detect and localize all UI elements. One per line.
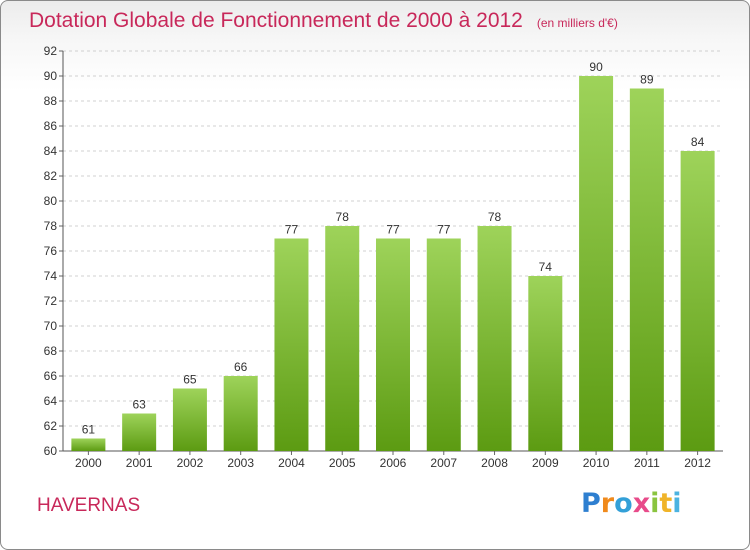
bar xyxy=(223,376,258,451)
y-tick-label: 92 xyxy=(44,44,58,58)
data-label: 89 xyxy=(640,73,654,87)
data-label: 63 xyxy=(132,398,146,412)
y-tick-label: 82 xyxy=(44,169,58,183)
data-label: 61 xyxy=(82,423,96,437)
y-tick-label: 64 xyxy=(44,394,58,408)
logo-letter: P xyxy=(581,488,601,519)
bar xyxy=(680,151,715,451)
y-tick-label: 72 xyxy=(44,294,58,308)
y-tick-label: 86 xyxy=(44,119,58,133)
logo-letter: i xyxy=(672,488,682,519)
bar xyxy=(579,76,614,451)
y-tick-label: 78 xyxy=(44,219,58,233)
x-tick-label: 2009 xyxy=(532,456,559,470)
x-tick-label: 2012 xyxy=(684,456,711,470)
bar xyxy=(426,238,461,451)
title-text: Dotation Globale de Fonctionnement de 20… xyxy=(29,9,523,32)
logo-letter: t xyxy=(659,488,673,519)
logo-letter: r xyxy=(600,488,615,519)
x-tick-label: 2004 xyxy=(278,456,305,470)
data-label: 84 xyxy=(691,135,705,149)
y-tick-label: 88 xyxy=(44,94,58,108)
y-tick-label: 76 xyxy=(44,244,58,258)
x-tick-label: 2001 xyxy=(126,456,153,470)
y-tick-label: 80 xyxy=(44,194,58,208)
x-tick-label: 2000 xyxy=(75,456,102,470)
x-tick-label: 2011 xyxy=(634,456,660,470)
data-label: 78 xyxy=(336,210,350,224)
x-tick-label: 2007 xyxy=(430,456,457,470)
data-label: 65 xyxy=(183,373,197,387)
logo-letter: i xyxy=(650,488,660,519)
chart-subtitle: (en milliers d'€) xyxy=(536,16,618,30)
data-label: 78 xyxy=(488,210,502,224)
data-label: 77 xyxy=(285,223,299,237)
proxiti-logo: Proxiti xyxy=(581,488,682,519)
y-tick-label: 84 xyxy=(44,144,58,158)
y-tick-label: 62 xyxy=(44,419,58,433)
logo-letter: o xyxy=(614,488,633,519)
y-tick-label: 90 xyxy=(44,69,58,83)
x-tick-label: 2010 xyxy=(583,456,610,470)
bar xyxy=(477,226,512,451)
y-tick-label: 74 xyxy=(44,269,58,283)
logo-letter: x xyxy=(632,488,651,519)
y-tick-label: 60 xyxy=(44,444,58,458)
x-tick-label: 2008 xyxy=(481,456,508,470)
chart-title: Dotation Globale de Fonctionnement de 20… xyxy=(29,9,618,33)
y-tick-label: 66 xyxy=(44,369,58,383)
x-tick-label: 2003 xyxy=(227,456,254,470)
bar xyxy=(528,276,563,451)
y-tick-label: 68 xyxy=(44,344,58,358)
x-tick-label: 2006 xyxy=(380,456,407,470)
data-label: 90 xyxy=(589,60,603,74)
bar xyxy=(71,438,106,451)
data-label: 77 xyxy=(437,223,451,237)
bar xyxy=(325,226,360,451)
commune-name: HAVERNAS xyxy=(37,495,141,516)
bar xyxy=(376,238,410,451)
data-label: 74 xyxy=(539,260,553,274)
x-tick-label: 2005 xyxy=(329,456,356,470)
x-tick-label: 2002 xyxy=(177,456,204,470)
data-label: 66 xyxy=(234,360,248,374)
bar xyxy=(122,413,157,451)
bar xyxy=(172,388,207,451)
y-tick-label: 70 xyxy=(44,319,58,333)
bar xyxy=(274,238,309,451)
data-label: 77 xyxy=(386,223,400,237)
bar xyxy=(629,88,664,451)
